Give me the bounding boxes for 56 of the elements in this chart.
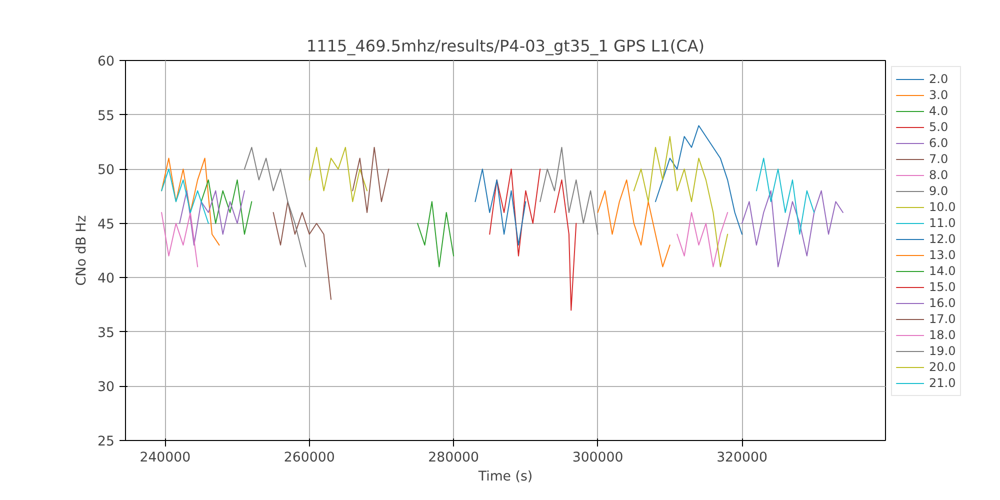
x-tick-label: 320000 — [716, 450, 768, 466]
x-axis-title: Time (s) — [477, 470, 533, 484]
x-tick-label: 240000 — [140, 450, 191, 466]
y-tick-label: 35 — [98, 326, 115, 341]
legend-label: 4.0 — [929, 103, 949, 119]
legend-label: 10.0 — [929, 199, 956, 215]
line-series — [200, 179, 252, 235]
chart-title: 1115_469.5mhz/results/P4-03_gt35_1 GPS L1(CA) — [306, 36, 705, 56]
legend-label: 14.0 — [929, 263, 956, 279]
y-tick-label: 60 — [98, 54, 115, 70]
line-series — [352, 146, 390, 213]
line-series — [633, 136, 728, 268]
legend-label: 6.0 — [929, 135, 949, 151]
legend-label: 2.0 — [929, 71, 949, 87]
line-series — [654, 125, 743, 235]
line-series — [742, 190, 844, 268]
line-series — [161, 168, 209, 224]
y-tick-label: 40 — [98, 272, 115, 287]
legend-label: 8.0 — [929, 167, 949, 183]
legend-label: 13.0 — [929, 247, 956, 263]
y-tick-label: 25 — [98, 434, 115, 450]
line-series — [554, 179, 577, 311]
line-series — [489, 168, 541, 256]
legend-label: 18.0 — [929, 327, 956, 343]
line-series — [272, 201, 332, 300]
y-tick-label: 30 — [98, 380, 115, 396]
y-axis-title: CNo dB Hz — [74, 215, 90, 286]
legend-label: 11.0 — [929, 215, 956, 231]
line-series — [676, 212, 728, 268]
line-series — [308, 146, 368, 202]
line-series — [179, 190, 245, 246]
legend-label: 17.0 — [929, 311, 956, 327]
legend-label: 21.0 — [929, 375, 956, 391]
line-series — [540, 146, 598, 235]
legend-label: 20.0 — [929, 359, 956, 375]
y-tick-label: 45 — [98, 217, 115, 232]
legend-label: 9.0 — [929, 183, 949, 199]
legend-label: 7.0 — [929, 151, 949, 167]
x-tick-label: 300000 — [572, 450, 624, 466]
line-series — [597, 179, 670, 268]
x-tick-label: 280000 — [428, 450, 480, 466]
line-series — [161, 212, 198, 268]
line-series — [161, 158, 220, 246]
x-tick-label: 260000 — [284, 450, 335, 466]
y-tick-label: 50 — [98, 163, 115, 178]
line-series — [244, 146, 306, 268]
y-tick-label: 55 — [98, 108, 115, 124]
legend-label: 19.0 — [929, 343, 956, 359]
legend-label: 12.0 — [929, 231, 956, 247]
line-series — [756, 158, 815, 235]
line-series — [417, 201, 454, 268]
legend-label: 16.0 — [929, 295, 956, 311]
legend-label: 15.0 — [929, 279, 956, 295]
legend-label: 3.0 — [929, 87, 949, 103]
legend-label: 5.0 — [929, 119, 949, 135]
line-series — [474, 168, 526, 246]
